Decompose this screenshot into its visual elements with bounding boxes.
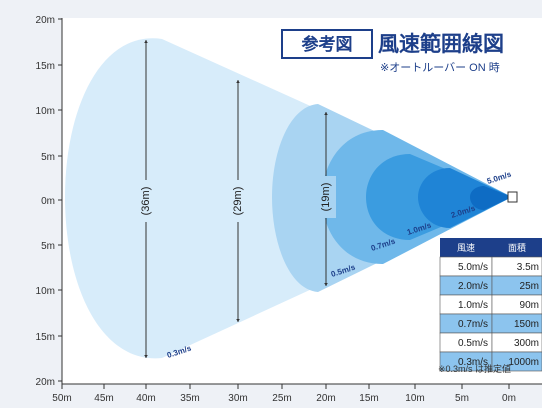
table-area-value: 150m [514, 319, 539, 330]
y-tick-label: 10m [36, 286, 55, 297]
table-area-value: 300m [514, 338, 539, 349]
x-tick-label: 25m [272, 393, 291, 404]
table-header-speed: 風速 [457, 243, 475, 253]
x-tick-label: 15m [359, 393, 378, 404]
x-tick-label: 30m [228, 393, 247, 404]
x-tick-label: 5m [455, 393, 469, 404]
y-tick-label: 5m [41, 152, 55, 163]
speed-area-table: 風速 面積 5.0m/s 3.5m 2.0m/s 25m 1.0m/s 90m 0.7m/s 15… [439, 238, 542, 372]
x-tick-label: 50m [52, 393, 71, 404]
table-speed-value: 0.7m/s [458, 319, 488, 330]
y-tick-label: 15m [36, 332, 55, 343]
table-area-value: 1000m [508, 357, 539, 368]
table-speed-value: 0.5m/s [458, 338, 488, 349]
y-tick-label: 5m [41, 241, 55, 252]
table-speed-value: 0.3m/s [458, 357, 488, 368]
y-tick-label: 20m [36, 15, 55, 26]
y-tick-label: 15m [36, 61, 55, 72]
x-tick-label: 35m [180, 393, 199, 404]
table-area-value: 25m [520, 281, 539, 292]
table-header-row [440, 238, 542, 257]
reference-badge-label: 参考図 [302, 34, 353, 54]
y-tick-label: 10m [36, 106, 55, 117]
x-tick-label: 10m [405, 393, 424, 404]
unit-icon [507, 191, 518, 203]
zone-2.0ms [418, 168, 512, 228]
table-speed-value: 2.0m/s [458, 281, 488, 292]
reference-badge [281, 29, 373, 59]
x-tick-label: 0m [502, 393, 516, 404]
x-tick-label: 40m [136, 393, 155, 404]
x-tick-label: 45m [94, 393, 113, 404]
table-note: ※0.3m/s は推定値 [438, 363, 511, 374]
diagram-title: 風速範囲線図 [378, 32, 504, 56]
dimension-label-36m: (36m) [140, 187, 152, 216]
table-speed-value: 1.0m/s [458, 300, 488, 311]
table-cell-area [491, 351, 542, 372]
table-area-value: 3.5m [517, 262, 539, 273]
zone-5.0ms [470, 186, 512, 210]
x-tick-label: 20m [316, 393, 335, 404]
table-area-value: 90m [520, 300, 539, 311]
dimension-label-19m: (19m) [320, 183, 332, 212]
table-header-area: 面積 [508, 242, 526, 253]
dimension-label-29m: (29m) [232, 187, 244, 216]
y-tick-label: 0m [41, 196, 55, 207]
table-speed-value: 5.0m/s [458, 262, 488, 273]
diagram-subtitle: ※オートルーバー ON 時 [380, 61, 500, 74]
y-tick-label: 20m [36, 377, 55, 388]
